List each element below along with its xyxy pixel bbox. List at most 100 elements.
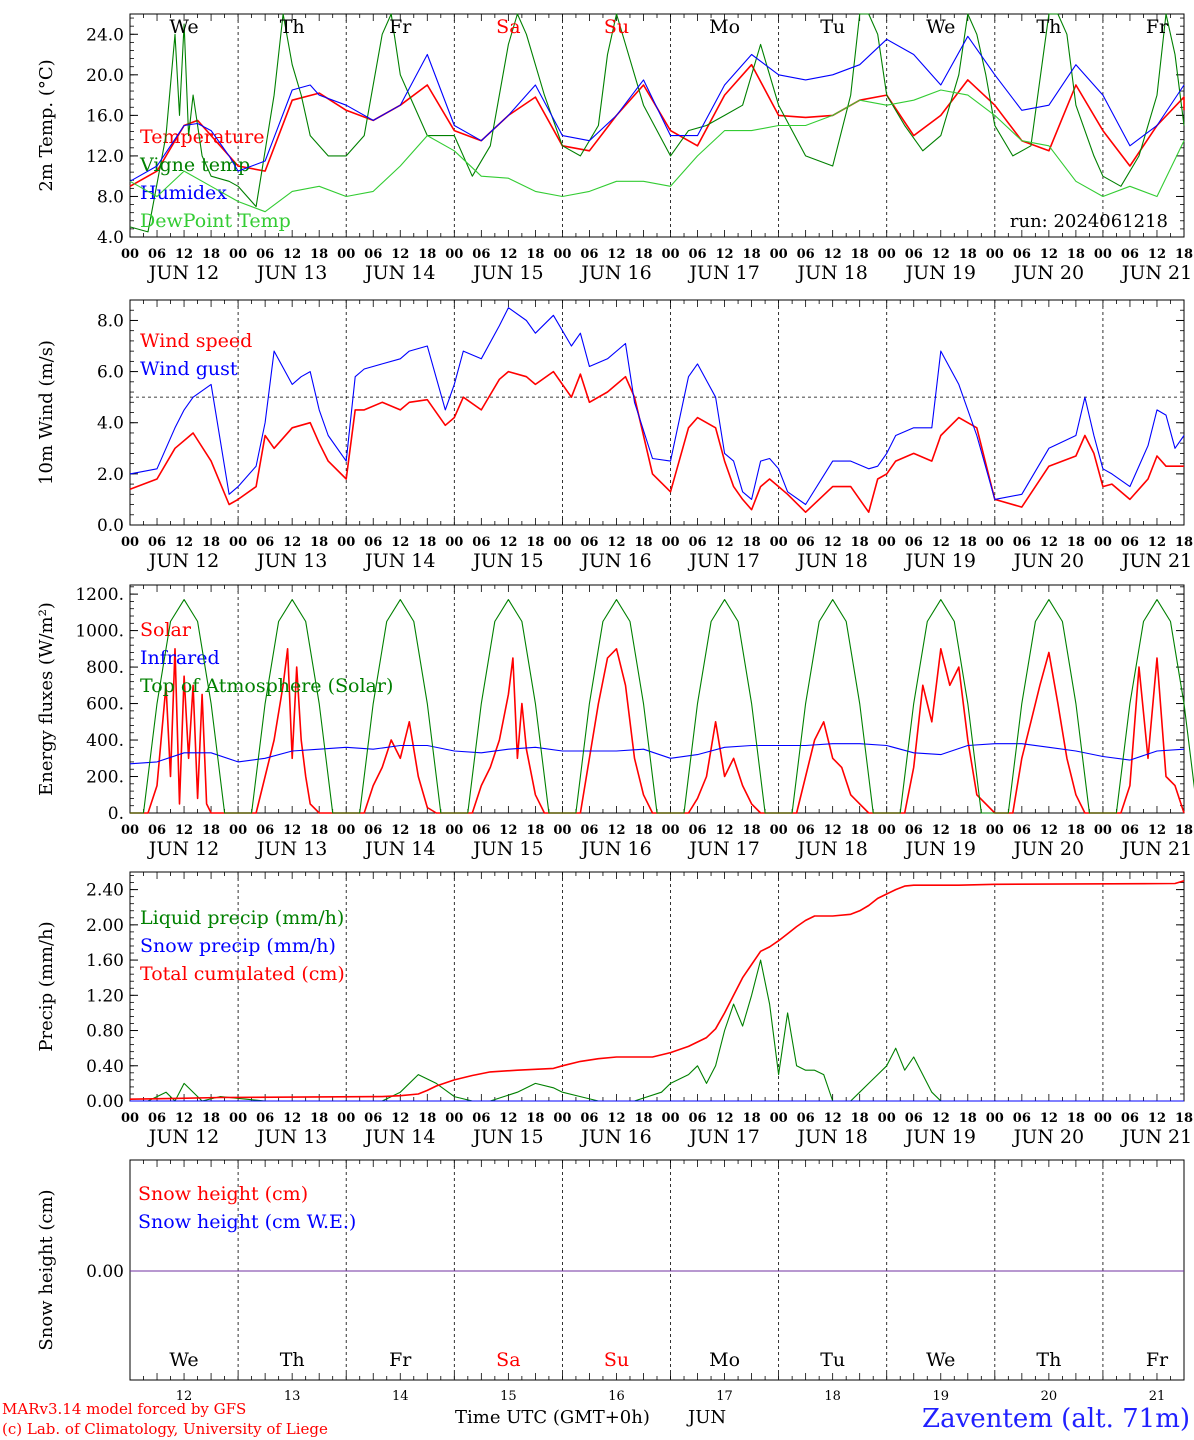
weekday-label: We (926, 16, 955, 38)
weekday-label: Sa (496, 16, 520, 38)
hour-tick-label: 18 (851, 1111, 869, 1126)
day-number-label: 19 (932, 1389, 949, 1404)
hour-tick-label: 12 (175, 247, 193, 262)
date-label: JUN 17 (687, 838, 759, 860)
weekday-label: Mo (709, 16, 740, 38)
date-label: JUN 16 (579, 550, 651, 572)
date-label: JUN 17 (687, 262, 759, 284)
hour-tick-label: 00 (986, 535, 1004, 550)
y-tick-label: 2.00 (86, 916, 124, 936)
date-label: JUN 14 (363, 1126, 435, 1148)
hour-tick-label: 06 (256, 823, 274, 838)
legend-entry: Humidex (140, 182, 227, 204)
hour-tick-label: 06 (580, 535, 598, 550)
weekday-label: Su (604, 16, 629, 38)
series-line-3 (129, 880, 1185, 1100)
date-label: JUN 21 (1120, 262, 1192, 284)
hour-tick-label: 18 (959, 823, 977, 838)
hour-tick-label: 00 (445, 823, 463, 838)
legend-entry: Wind speed (140, 330, 252, 352)
legend-entry: DewPoint Temp (140, 210, 291, 232)
date-label: JUN 18 (795, 1126, 867, 1148)
date-label: JUN 19 (904, 838, 976, 860)
hour-tick-label: 12 (499, 247, 517, 262)
legend-entry: Total cumulated (cm) (140, 963, 345, 985)
hour-tick-label: 18 (851, 823, 869, 838)
hour-tick-label: 06 (1121, 1111, 1139, 1126)
date-label: JUN 21 (1120, 550, 1192, 572)
series-line-2 (129, 13, 1185, 233)
hour-tick-label: 00 (878, 535, 896, 550)
hour-tick-label: 12 (932, 823, 950, 838)
panel-5: 0.00 Snow height (cm) Snow height (cm) Snow… (36, 1159, 1185, 1404)
y-axis-label: 2m Temp. (°C) (36, 59, 57, 191)
hour-tick-label: 06 (688, 1111, 706, 1126)
weekday-label: Th (280, 16, 305, 38)
day-number-label: 12 (176, 1389, 193, 1404)
hour-tick-label: 00 (770, 535, 788, 550)
hour-tick-label: 12 (1148, 247, 1166, 262)
day-number-label: 21 (1149, 1389, 1166, 1404)
date-label: JUN 19 (904, 1126, 976, 1148)
hour-tick-label: 06 (1121, 823, 1139, 838)
hour-tick-label: 00 (121, 535, 139, 550)
hour-tick-label: 06 (256, 247, 274, 262)
hour-tick-label: 18 (634, 1111, 652, 1126)
weekday-label: Th (280, 1349, 305, 1371)
y-tick-label: 1.20 (86, 986, 124, 1006)
hour-tick-label: 00 (986, 247, 1004, 262)
hour-tick-label: 00 (770, 247, 788, 262)
date-label: JUN 17 (687, 1126, 759, 1148)
hour-tick-label: 18 (743, 247, 761, 262)
hour-tick-label: 18 (1175, 535, 1193, 550)
panel-2: 0.0 2.0 4.0 6.0 8.0 10m Wind (m/s) Wind speed W… (36, 299, 1193, 572)
hour-tick-label: 06 (148, 535, 166, 550)
panel-3: 0. 200. 400. 600. 800. 1000. 1200. Energy fluxe… (36, 584, 1194, 860)
weekday-label: Fr (389, 1349, 412, 1371)
date-label: JUN 15 (471, 550, 543, 572)
date-label: JUN 16 (579, 1126, 651, 1148)
y-tick-label: 1000. (75, 622, 124, 642)
hour-tick-label: 00 (337, 247, 355, 262)
hour-tick-label: 06 (256, 535, 274, 550)
hour-tick-label: 00 (553, 535, 571, 550)
hour-tick-label: 06 (148, 247, 166, 262)
hour-tick-label: 00 (1094, 535, 1112, 550)
hour-tick-label: 06 (905, 535, 923, 550)
hour-tick-label: 06 (1013, 823, 1031, 838)
hour-tick-label: 12 (1040, 535, 1058, 550)
hour-tick-label: 18 (634, 535, 652, 550)
hour-tick-label: 18 (959, 247, 977, 262)
hour-tick-label: 00 (229, 535, 247, 550)
legend-entry: Snow height (cm W.E.) (138, 1211, 356, 1233)
hour-tick-label: 06 (797, 1111, 815, 1126)
y-tick-label: 24.0 (86, 25, 124, 45)
date-label: JUN 13 (255, 262, 327, 284)
date-label: JUN 20 (1012, 838, 1084, 860)
series-line-1 (130, 959, 1184, 1102)
legend-entry: Vigne temp (139, 154, 250, 176)
y-tick-label: 8.0 (97, 311, 124, 331)
hour-tick-label: 00 (337, 535, 355, 550)
hour-tick-label: 18 (959, 535, 977, 550)
series-line-1 (130, 647, 1185, 814)
hour-tick-label: 06 (1121, 535, 1139, 550)
series-line-2 (129, 307, 1185, 506)
hour-tick-label: 12 (932, 1111, 950, 1126)
hour-tick-label: 06 (905, 1111, 923, 1126)
hour-tick-label: 18 (959, 1111, 977, 1126)
hour-tick-label: 12 (1148, 535, 1166, 550)
hour-tick-label: 18 (1067, 247, 1085, 262)
credit-line-2: (c) Lab. of Climatology, University of L… (2, 1420, 328, 1438)
y-tick-label: 0.40 (86, 1057, 124, 1077)
y-axis-label: 10m Wind (m/s) (36, 340, 57, 485)
y-tick-label: 0.00 (86, 1092, 124, 1112)
hour-tick-label: 12 (283, 1111, 301, 1126)
day-number-label: 13 (284, 1389, 301, 1404)
legend-entry: Top of Atmosphere (Solar) (140, 675, 393, 697)
hour-tick-label: 06 (472, 823, 490, 838)
hour-tick-label: 12 (1148, 1111, 1166, 1126)
hour-tick-label: 06 (688, 823, 706, 838)
hour-tick-label: 12 (391, 1111, 409, 1126)
date-label: JUN 15 (471, 838, 543, 860)
